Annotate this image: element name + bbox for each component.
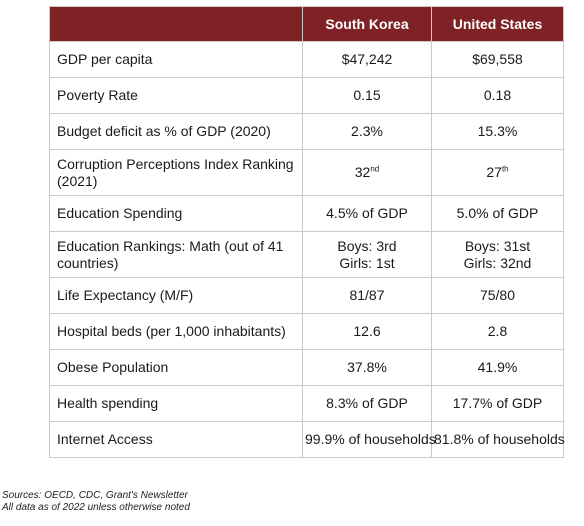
united-states-value: 41.9% — [431, 349, 564, 386]
cell-line: 17.7% of GDP — [452, 395, 543, 411]
table-row: Budget deficit as % of GDP (2020) 2.3% 15.… — [49, 113, 564, 150]
table-row: Life Expectancy (M/F) 81/87 75/80 — [49, 277, 564, 314]
cell-line: Hospital beds (per 1,000 inhabitants) — [57, 323, 286, 339]
cell-line: countries) — [57, 254, 119, 271]
south-korea-value: 8.3% of GDP — [302, 385, 432, 422]
cell-line: Obese Population — [57, 359, 169, 375]
united-states-value: $69,558 — [431, 41, 564, 78]
cell-line: $69,558 — [472, 51, 523, 67]
cell-line: 2.8 — [487, 323, 508, 339]
south-korea-value: 4.5% of GDP — [302, 195, 432, 232]
cell-line: 81/87 — [349, 287, 385, 303]
south-korea-value: 32nd — [302, 149, 432, 196]
table-row: Internet Access 99.9% of households 81.8% … — [49, 421, 565, 458]
footnotes: Sources: OECD, CDC, Grant's Newsletter A… — [2, 490, 190, 514]
cell-line: Internet Access — [57, 431, 153, 447]
cell-line: Budget deficit as % of GDP (2020) — [57, 123, 271, 139]
cell-line: 0.18 — [483, 87, 512, 103]
table-row: GDP per capita $47,242 $69,558 — [49, 41, 564, 78]
cell-line: 12.6 — [353, 323, 381, 339]
cell-line: 37.8% — [347, 359, 387, 375]
cell-line: Boys: 31st — [464, 237, 531, 254]
south-korea-value: $47,242 — [302, 41, 432, 78]
table-row: Obese Population 37.8% 41.9% — [49, 349, 564, 386]
cell-line: Poverty Rate — [57, 87, 138, 103]
row-label: Education Spending — [49, 195, 303, 232]
row-label: Poverty Rate — [49, 77, 303, 114]
cell-line: 5.0% of GDP — [456, 205, 539, 221]
cell-line: 2.3% — [351, 123, 383, 139]
cell-line: 81.8% of households — [434, 431, 565, 447]
cell-line: Corruption Perceptions Index Ranking — [57, 155, 294, 172]
cell-line: Boys: 3rd — [337, 237, 397, 254]
cell-line: GDP per capita — [57, 51, 153, 67]
row-label: Hospital beds (per 1,000 inhabitants) — [49, 313, 303, 350]
sources-note: Sources: OECD, CDC, Grant's Newsletter — [2, 490, 188, 501]
cell-line: Girls: 32nd — [463, 254, 532, 271]
south-korea-value: 37.8% — [302, 349, 432, 386]
united-states-value: 2.8 — [431, 313, 564, 350]
table-row: Corruption Perceptions Index Ranking (202… — [49, 149, 564, 196]
row-label: Internet Access — [49, 421, 303, 458]
row-label: Health spending — [49, 385, 303, 422]
header-south-korea: South Korea — [302, 6, 432, 42]
south-korea-value: 0.15 — [302, 77, 432, 114]
rank-suffix: th — [501, 164, 509, 174]
united-states-value: 15.3% — [431, 113, 564, 150]
row-label: Budget deficit as % of GDP (2020) — [49, 113, 303, 150]
cell-line: Education Rankings: Math (out of 41 — [57, 237, 284, 254]
cell-line: Girls: 1st — [339, 254, 395, 271]
cell-line: 99.9% of households — [305, 431, 436, 447]
row-label: Life Expectancy (M/F) — [49, 277, 303, 314]
rank-number: 27 — [486, 164, 502, 180]
united-states-value: 81.8% of households — [431, 421, 565, 458]
united-states-value: 27th — [431, 149, 564, 196]
south-korea-value: 12.6 — [302, 313, 432, 350]
cell-line: $47,242 — [341, 51, 393, 67]
south-korea-value: 99.9% of households — [302, 421, 436, 458]
cell-line: 15.3% — [477, 123, 518, 139]
cell-line: 4.5% of GDP — [326, 205, 408, 221]
cell-line: Life Expectancy (M/F) — [57, 287, 194, 303]
cell-line: Education Spending — [57, 205, 183, 221]
united-states-value: Boys: 31st Girls: 32nd — [431, 231, 564, 278]
table-row: Hospital beds (per 1,000 inhabitants) 12.… — [49, 313, 564, 350]
south-korea-value: 2.3% — [302, 113, 432, 150]
table-row: Education Spending 4.5% of GDP 5.0% of GDP — [49, 195, 564, 232]
cell-line: Health spending — [57, 395, 159, 411]
rank-number: 32 — [354, 164, 371, 180]
cell-line: 8.3% of GDP — [326, 395, 408, 411]
as-of-note: All data as of 2022 unless otherwise not… — [2, 502, 190, 513]
cell-line: 0.15 — [353, 87, 381, 103]
united-states-value: 17.7% of GDP — [431, 385, 564, 422]
table-row: Health spending 8.3% of GDP 17.7% of GDP — [49, 385, 564, 422]
south-korea-value: Boys: 3rd Girls: 1st — [302, 231, 432, 278]
row-label: GDP per capita — [49, 41, 303, 78]
comparison-table: South Korea United States GDP per capita… — [49, 6, 565, 458]
cell-line: 75/80 — [479, 287, 516, 303]
united-states-value: 75/80 — [431, 277, 564, 314]
united-states-value: 0.18 — [431, 77, 564, 114]
header-row: South Korea United States — [49, 6, 564, 42]
header-united-states: United States — [431, 6, 564, 42]
united-states-value: 5.0% of GDP — [431, 195, 564, 232]
south-korea-value: 81/87 — [302, 277, 432, 314]
rank-suffix: nd — [370, 164, 380, 174]
row-label: Obese Population — [49, 349, 303, 386]
table-row: Education Rankings: Math (out of 41 count… — [49, 231, 564, 278]
row-label: Education Rankings: Math (out of 41 count… — [49, 231, 303, 278]
cell-line: 41.9% — [477, 359, 518, 375]
table-body: GDP per capita $47,242 $69,558 Poverty Rate… — [49, 41, 565, 458]
row-label: Corruption Perceptions Index Ranking (202… — [49, 149, 303, 196]
cell-line: (2021) — [57, 172, 98, 189]
table-row: Poverty Rate 0.15 0.18 — [49, 77, 564, 114]
header-blank — [49, 6, 303, 42]
